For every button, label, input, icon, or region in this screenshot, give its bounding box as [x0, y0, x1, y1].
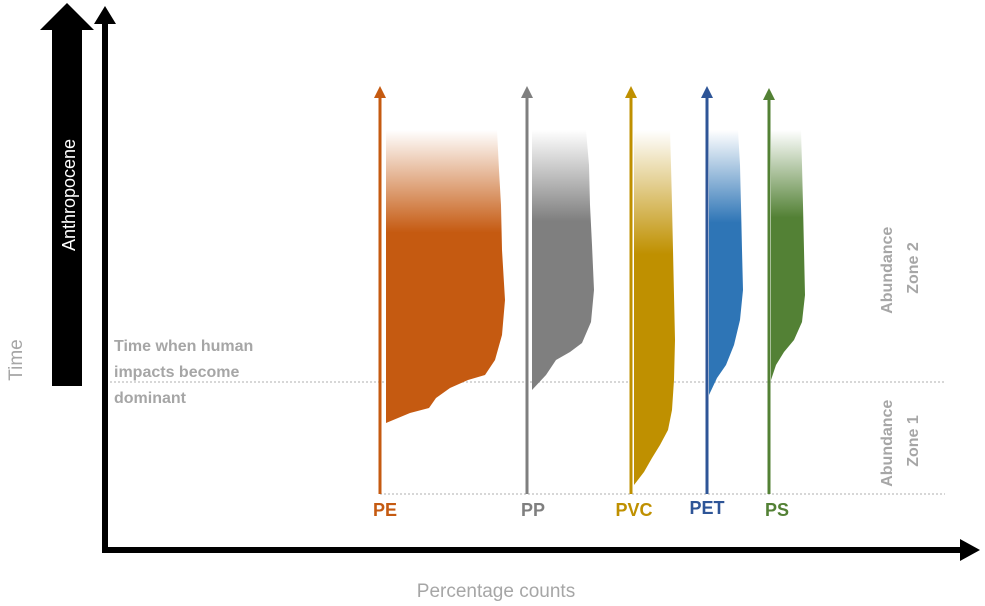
zone1-label-line: Abundance: [879, 400, 896, 487]
zone1-label-line: Zone 1: [905, 415, 922, 467]
ps-label: PS: [765, 500, 789, 520]
y-axis-label: Time: [6, 339, 27, 381]
pe-abundance-area: [386, 130, 505, 423]
pp-abundance: [521, 86, 594, 494]
y-axis: [94, 6, 116, 552]
pet-label: PET: [689, 498, 724, 518]
pp-abundance-area: [532, 130, 594, 390]
anthropocene-label: Anthropocene: [59, 139, 79, 251]
anthropocene-arrow: [40, 3, 94, 386]
x-axis-label: Percentage counts: [417, 581, 575, 602]
pvc-abundance: [625, 86, 675, 494]
threshold-label-line: dominant: [114, 390, 187, 407]
pe-abundance: [374, 86, 505, 494]
ps-abundance-area: [771, 130, 805, 380]
threshold-label-line: Time when human: [114, 338, 253, 355]
threshold-label: Time when human impacts become dominant: [114, 338, 258, 407]
zone2-label-line: Abundance: [879, 227, 896, 314]
zone2-label: Abundance Zone 2: [879, 222, 922, 314]
pe-label: PE: [373, 500, 397, 520]
pp-label: PP: [521, 500, 545, 520]
pvc-abundance-area: [634, 130, 675, 485]
zone2-label-line: Zone 2: [905, 242, 922, 294]
pet-abundance: [701, 86, 743, 494]
zone1-label: Abundance Zone 1: [879, 395, 922, 487]
pvc-label: PVC: [615, 500, 652, 520]
threshold-label-line: impacts become: [114, 364, 239, 381]
ps-abundance: [763, 88, 805, 494]
pet-abundance-area: [709, 130, 743, 395]
x-axis: [102, 539, 980, 561]
